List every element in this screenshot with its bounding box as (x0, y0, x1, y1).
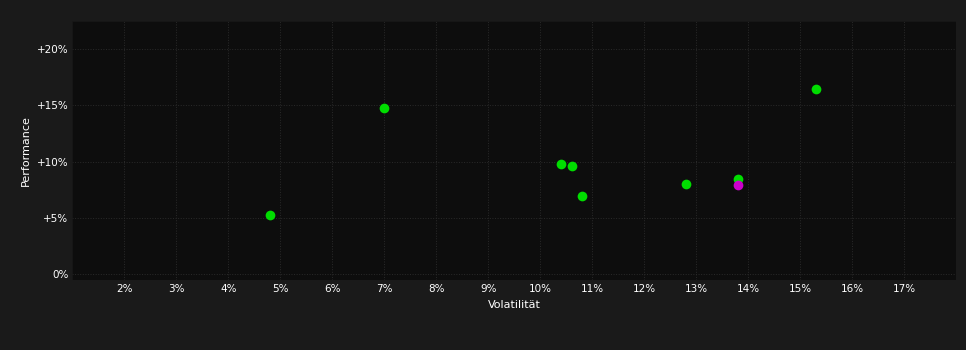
Point (564, 163, 580, 169)
Point (554, 161, 569, 167)
Y-axis label: Performance: Performance (21, 115, 31, 186)
Point (730, 183, 746, 188)
Point (263, 212, 278, 217)
Point (809, 86, 824, 91)
Point (678, 182, 694, 187)
Point (730, 176, 746, 181)
Point (574, 193, 589, 198)
Point (377, 105, 392, 111)
X-axis label: Volatilität: Volatilität (488, 300, 541, 310)
